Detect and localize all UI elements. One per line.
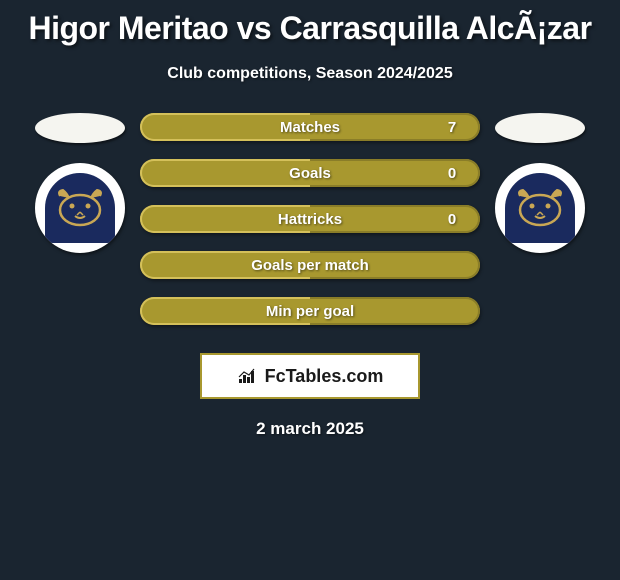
right-flag-oval <box>495 113 585 143</box>
stat-right-value: 0 <box>432 211 472 228</box>
stat-label: Goals per match <box>140 257 480 274</box>
comparison-title: Higor Meritao vs Carrasquilla AlcÃ¡zar <box>0 0 620 47</box>
stat-label: Matches <box>140 119 480 136</box>
content-area: Matches 7 Goals 0 Hattricks 0 Goals per … <box>0 113 620 343</box>
left-flag-oval <box>35 113 125 143</box>
stat-row-hattricks: Hattricks 0 <box>140 205 480 233</box>
stat-row-matches: Matches 7 <box>140 113 480 141</box>
date-text: 2 march 2025 <box>0 419 620 439</box>
stat-label: Goals <box>140 165 480 182</box>
stats-column: Matches 7 Goals 0 Hattricks 0 Goals per … <box>140 113 480 343</box>
stat-row-gpm: Goals per match <box>140 251 480 279</box>
stat-row-mpg: Min per goal <box>140 297 480 325</box>
right-club-logo-inner <box>505 173 575 243</box>
branding-text: FcTables.com <box>265 366 384 387</box>
stat-label: Min per goal <box>140 303 480 320</box>
left-club-logo <box>35 163 125 253</box>
right-club-logo <box>495 163 585 253</box>
stat-right-value: 7 <box>432 119 472 136</box>
stat-right-value: 0 <box>432 165 472 182</box>
stat-row-goals: Goals 0 <box>140 159 480 187</box>
branding-box: FcTables.com <box>200 353 420 399</box>
left-player-col <box>20 113 140 253</box>
puma-icon <box>55 188 105 228</box>
stat-label: Hattricks <box>140 211 480 228</box>
season-subtitle: Club competitions, Season 2024/2025 <box>0 65 620 83</box>
right-player-col <box>480 113 600 253</box>
puma-icon <box>515 188 565 228</box>
chart-icon <box>237 367 259 385</box>
left-club-logo-inner <box>45 173 115 243</box>
